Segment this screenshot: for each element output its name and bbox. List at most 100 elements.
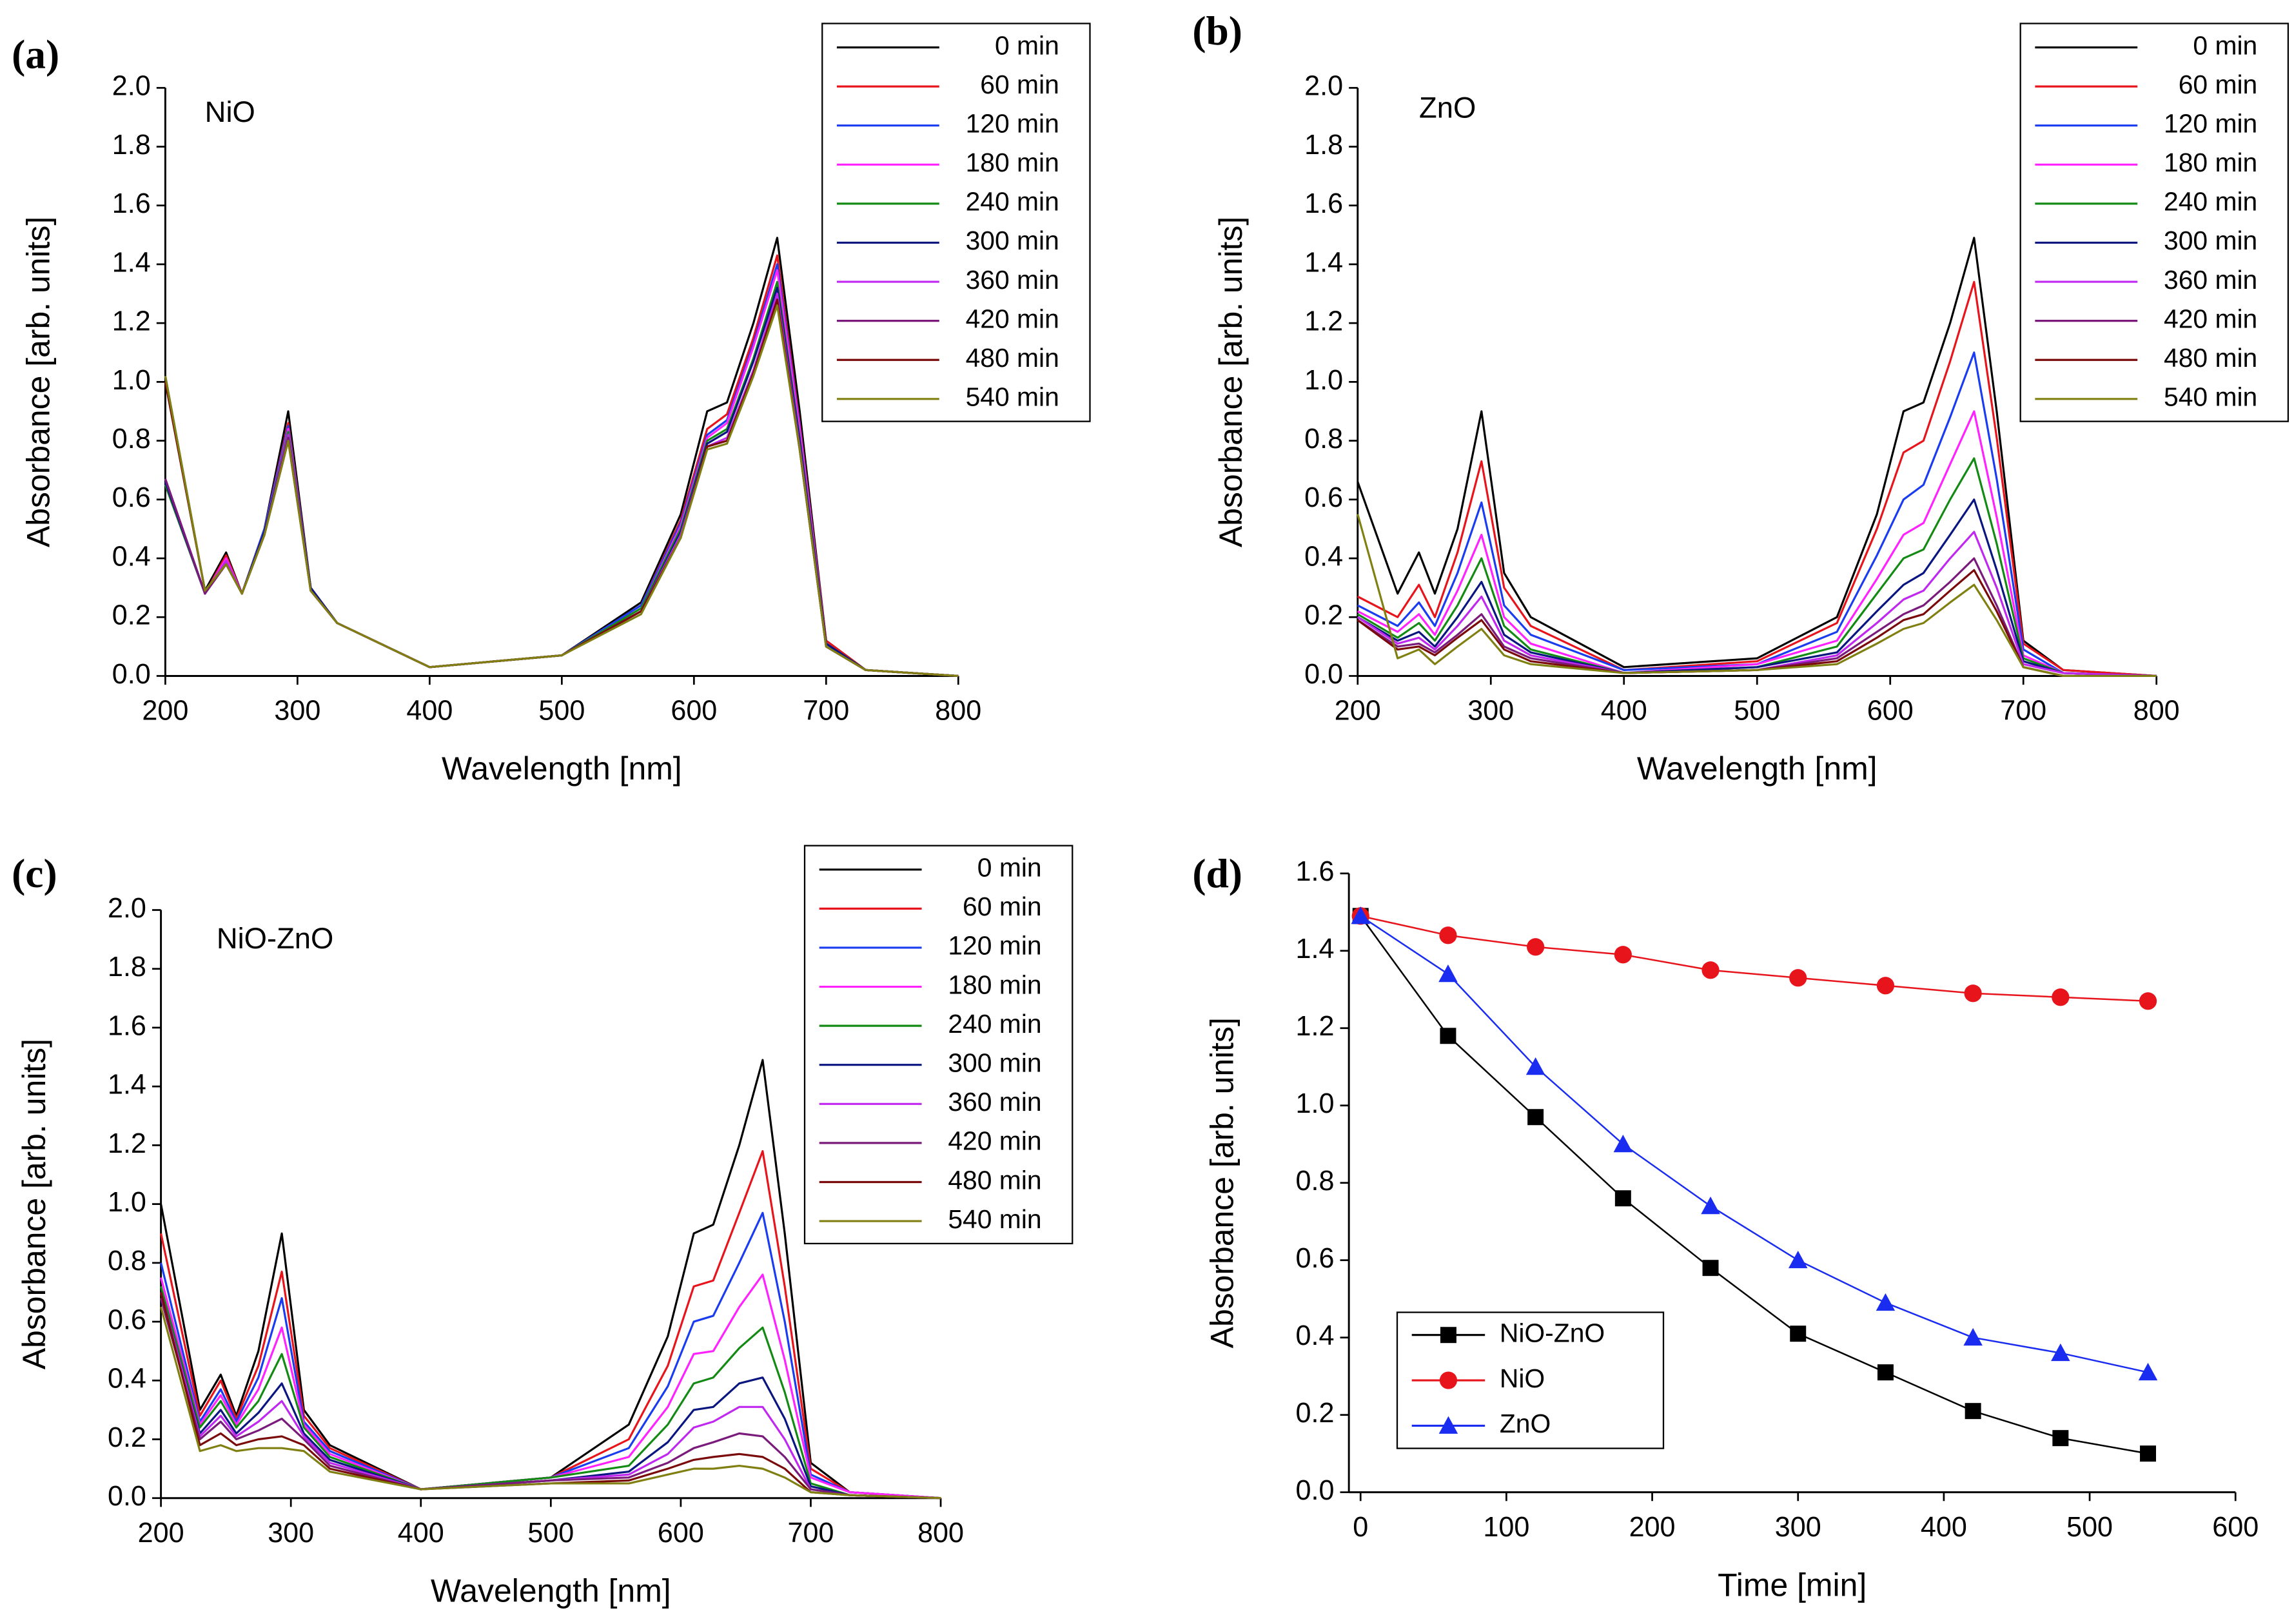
- legend-label: 360 min: [948, 1087, 1041, 1117]
- y-tick-label: 0.0: [1296, 1475, 1335, 1506]
- marker: [1440, 1028, 1456, 1044]
- x-tick-label: 500: [538, 696, 585, 727]
- legend: 0 min 60 min 120 min 180 min 240 min 300 min 3…: [2019, 23, 2289, 422]
- series-line: [1360, 915, 2148, 1454]
- y-tick-label: 0.2: [1296, 1398, 1335, 1429]
- legend-label: 240 min: [948, 1009, 1041, 1039]
- y-tick-label: 0.2: [1304, 600, 1343, 631]
- series-line: [1357, 531, 2157, 678]
- x-tick-label: 800: [917, 1518, 964, 1549]
- legend-label: 540 min: [966, 382, 1059, 412]
- y-axis-title: Absorbance [arb. units]: [1213, 217, 1249, 547]
- legend: 0 min 60 min 120 min 180 min 240 min 300 min 3…: [803, 845, 1073, 1245]
- panel: (d) 0.0 0.2 0.4 0.6 0.8 1.0 1.2 1.4 1.6 0 100 200 300…: [1192, 850, 2259, 1603]
- legend-label: NiO-ZnO: [1500, 1318, 1605, 1347]
- annotation: NiO-ZnO: [217, 922, 334, 955]
- y-axis-title: Absorbance [arb. units]: [21, 217, 57, 547]
- legend-label: 120 min: [966, 108, 1059, 138]
- y-tick-label: 1.6: [1304, 188, 1343, 219]
- legend-label: 480 min: [948, 1165, 1041, 1195]
- y-tick-label: 0.4: [112, 541, 151, 572]
- marker: [1439, 926, 1457, 944]
- legend-label: 480 min: [2164, 343, 2257, 373]
- marker: [1964, 984, 1982, 1003]
- y-tick-label: 1.4: [112, 247, 151, 278]
- x-tick-label: 300: [274, 696, 320, 727]
- legend-label: 420 min: [948, 1126, 1041, 1156]
- series-line: [1357, 457, 2157, 678]
- x-tick-label: 600: [671, 696, 717, 727]
- series-line: [160, 1298, 941, 1500]
- y-tick-label: 0.8: [112, 424, 151, 455]
- y-tick-label: 0.6: [108, 1304, 146, 1335]
- y-tick-label: 1.6: [112, 188, 151, 219]
- marker: [2051, 1343, 2070, 1362]
- series-line: [160, 1292, 941, 1500]
- marker: [1876, 977, 1895, 995]
- legend-label: 300 min: [948, 1048, 1041, 1078]
- marker: [1438, 964, 1458, 983]
- y-tick-label: 0.4: [1304, 541, 1343, 572]
- legend-label: 180 min: [966, 148, 1059, 177]
- series-line: [160, 1059, 941, 1500]
- legend-label: 420 min: [2164, 304, 2257, 333]
- y-tick-label: 2.0: [112, 71, 151, 102]
- y-axis-title: Absorbance [arb. units]: [1204, 1017, 1240, 1348]
- marker: [1614, 1190, 1631, 1207]
- series-line: [160, 1292, 941, 1500]
- y-tick-label: 0.0: [108, 1481, 146, 1512]
- marker: [1701, 1196, 1720, 1215]
- series-line: [1357, 498, 2157, 678]
- legend-label: 60 min: [980, 70, 1059, 99]
- y-tick-label: 0.2: [108, 1422, 146, 1453]
- marker: [1614, 946, 1632, 964]
- y-tick-label: 0.0: [1304, 659, 1343, 690]
- x-tick-label: 200: [142, 696, 188, 727]
- marker: [1527, 1109, 1544, 1126]
- x-tick-label: 600: [1867, 696, 1914, 727]
- legend-label: 60 min: [2179, 70, 2258, 99]
- y-tick-label: 0.8: [1304, 424, 1343, 455]
- legend: NiO-ZnO NiO ZnO: [1396, 1311, 1665, 1449]
- legend: 0 min 60 min 120 min 180 min 240 min 300 min 3…: [821, 23, 1091, 422]
- x-axis-title: Wavelength [nm]: [1637, 750, 1877, 787]
- marker: [2052, 1430, 2069, 1447]
- series-line: [1357, 514, 2157, 678]
- y-tick-label: 0.2: [112, 600, 151, 631]
- series-line: [1357, 557, 2157, 678]
- marker: [2140, 1445, 2157, 1462]
- y-tick-label: 1.8: [108, 952, 146, 983]
- x-tick-label: 800: [2133, 696, 2180, 727]
- x-tick-label: 700: [803, 696, 849, 727]
- series-line: [160, 1306, 941, 1500]
- x-tick-label: 700: [788, 1518, 834, 1549]
- y-tick-label: 1.2: [1296, 1011, 1335, 1042]
- y-tick-label: 1.0: [1304, 365, 1343, 396]
- marker: [2138, 1362, 2158, 1381]
- series-line: [1357, 410, 2157, 678]
- legend-label: 540 min: [948, 1204, 1041, 1234]
- y-tick-label: 1.8: [112, 130, 151, 161]
- x-tick-label: 300: [268, 1518, 314, 1549]
- y-tick-label: 0.6: [1304, 482, 1343, 513]
- marker: [2052, 988, 2070, 1006]
- panel: (c) NiO-ZnO 0.0 0.2 0.4 0.6 0.8 1.0 1.2 1.4 1.6 1.8…: [12, 845, 1073, 1609]
- legend-label: NiO: [1500, 1364, 1545, 1393]
- legend-label: 240 min: [966, 187, 1059, 217]
- series-line: [164, 304, 959, 678]
- x-tick-label: 600: [2212, 1512, 2259, 1543]
- panel: (a) NiO 0.0 0.2 0.4 0.6 0.8 1.0 1.2 1.4 1.6 1.8 2.0 2…: [12, 23, 1091, 787]
- panel-label: (a): [12, 31, 59, 77]
- marker: [1963, 1327, 1983, 1346]
- marker: [2139, 992, 2157, 1010]
- y-tick-label: 2.0: [1304, 71, 1343, 102]
- y-tick-label: 1.6: [1296, 856, 1335, 887]
- legend-label: 180 min: [2164, 148, 2257, 177]
- legend-label: 360 min: [966, 265, 1059, 295]
- x-axis-title: Wavelength [nm]: [431, 1572, 671, 1609]
- marker: [1438, 1416, 1458, 1434]
- y-tick-label: 1.2: [108, 1128, 146, 1159]
- legend-label: 0 min: [995, 30, 1059, 60]
- series-line: [1360, 915, 2148, 1003]
